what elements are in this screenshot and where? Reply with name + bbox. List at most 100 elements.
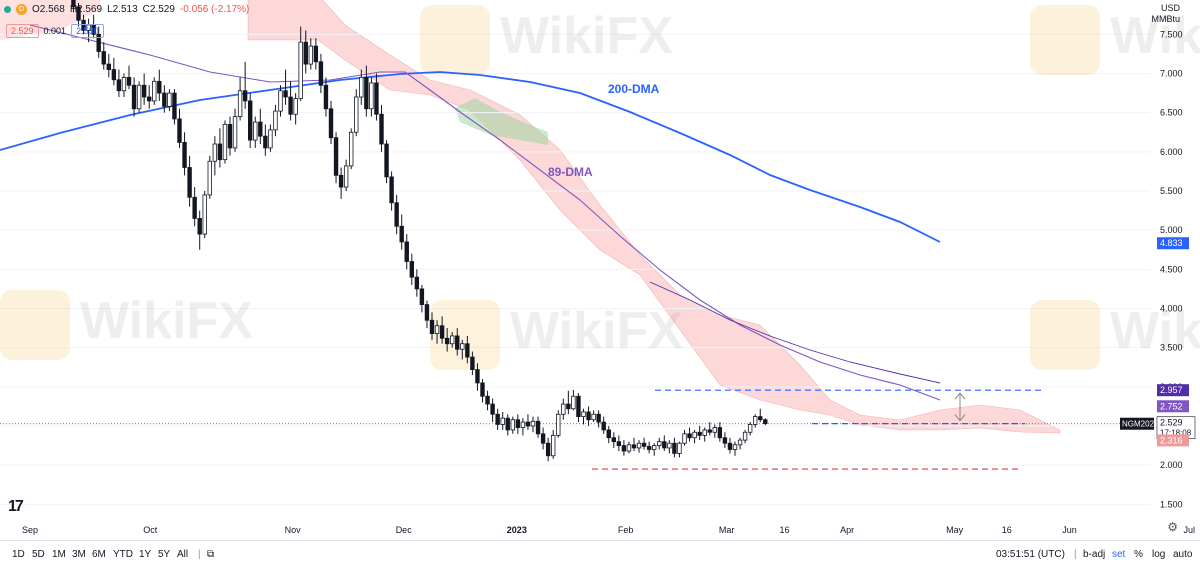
candle <box>682 429 687 446</box>
watermark-text: WikiFX <box>1110 302 1200 360</box>
candle-down <box>717 427 723 439</box>
currency-unit[interactable]: USD MMBtu <box>1151 3 1180 25</box>
candle <box>227 116 233 156</box>
candle <box>717 422 723 442</box>
candle-down <box>399 225 404 243</box>
candle <box>601 416 606 434</box>
candle <box>328 100 334 144</box>
candle <box>359 69 364 105</box>
candle-up <box>348 131 354 167</box>
candle <box>581 408 586 425</box>
y-tick-label: 3.500 <box>1160 343 1183 353</box>
candle-up <box>434 325 440 334</box>
candle <box>333 132 339 184</box>
back-adjust-toggle[interactable]: b-adj <box>1083 549 1106 560</box>
candle-down <box>76 6 81 21</box>
candle <box>101 42 106 70</box>
candle <box>540 427 546 450</box>
candle <box>364 65 369 117</box>
x-axis[interactable]: Sep Oct Nov Dec 2023 Feb Mar 16 Apr May 16 Jun Jul <box>22 525 1195 535</box>
timeframe-1d[interactable]: 1D <box>12 549 25 560</box>
candle-down <box>404 241 409 262</box>
candle-down <box>419 288 425 305</box>
price-label-bg <box>1157 400 1189 413</box>
percent-toggle[interactable]: % <box>1134 549 1143 560</box>
candle <box>354 89 359 137</box>
candle-down <box>540 433 546 444</box>
candle <box>76 3 81 27</box>
x-tick-label: Apr <box>840 525 854 535</box>
buy-price[interactable]: 2.530 <box>71 24 104 38</box>
auto-toggle[interactable]: auto <box>1173 549 1193 560</box>
candle <box>727 437 733 454</box>
timeframe-6m[interactable]: 6M <box>92 549 106 560</box>
candle <box>162 85 167 113</box>
timeframe-1y[interactable]: 1Y <box>139 549 152 560</box>
candle-down <box>409 261 414 278</box>
watermark-4: WikiFX <box>1030 300 1200 370</box>
x-tick-label: May <box>946 525 964 535</box>
candle-up <box>212 143 218 162</box>
candle <box>657 437 662 450</box>
candle <box>258 108 263 144</box>
candle-down <box>101 51 106 65</box>
x-tick-label: Jun <box>1062 525 1077 535</box>
wikifx-watermark: WikiFX WikiFX WikiFX WikiFX WikiFX <box>0 5 1200 370</box>
candle <box>646 441 652 454</box>
candle <box>707 422 712 436</box>
unit-label: MMBtu <box>1151 14 1180 24</box>
candle-down <box>631 444 637 449</box>
candle <box>732 441 738 456</box>
candle <box>247 93 253 148</box>
candle-up <box>692 431 697 439</box>
candle <box>742 429 748 444</box>
candle <box>172 89 177 125</box>
candle <box>455 328 460 356</box>
candle-down <box>131 84 137 110</box>
separator: | <box>198 549 201 560</box>
candle-down <box>146 96 152 102</box>
sell-price[interactable]: 2.529 <box>6 24 39 38</box>
timeframe-ytd[interactable]: YTD <box>113 549 133 560</box>
candle <box>495 408 500 430</box>
timeframe-5d[interactable]: 5D <box>32 549 45 560</box>
candle <box>439 316 445 344</box>
date-range-icon[interactable]: ⧉ <box>207 549 215 560</box>
timeframe-3m[interactable]: 3M <box>72 549 86 560</box>
candle <box>187 155 192 207</box>
candle-down <box>374 82 379 115</box>
candle <box>571 389 576 411</box>
candle <box>500 411 505 430</box>
candle-down <box>455 335 460 350</box>
candle <box>652 443 657 456</box>
candle-down <box>414 276 420 290</box>
candle-down <box>394 202 399 227</box>
candle-down <box>662 441 667 449</box>
y-tick-label: 4.500 <box>1160 264 1183 274</box>
candle <box>722 432 728 448</box>
timeframe-all[interactable]: All <box>177 549 189 560</box>
candle-up <box>551 434 556 457</box>
x-tick-label: Oct <box>143 525 158 535</box>
price-label-text: 2.957 <box>1160 385 1183 395</box>
clock-time[interactable]: 03:51:51 (UTC) <box>996 549 1065 560</box>
settlement-toggle[interactable]: set <box>1112 549 1126 560</box>
candle-down <box>525 421 531 427</box>
timeframe-5y[interactable]: 5Y <box>158 549 171 560</box>
settings-gear-icon[interactable]: ⚙ <box>1167 520 1178 534</box>
price-label-bg <box>1157 237 1189 250</box>
candle <box>677 441 682 458</box>
log-toggle[interactable]: log <box>1152 549 1166 560</box>
candle-down <box>71 0 76 8</box>
candle-down <box>288 96 293 115</box>
timeframe-1m[interactable]: 1M <box>52 549 66 560</box>
candle-down <box>424 304 430 321</box>
candle <box>399 214 404 250</box>
candle-up <box>253 121 258 141</box>
candle <box>348 128 354 170</box>
candle-down <box>480 382 485 397</box>
price-chart[interactable]: WikiFX WikiFX WikiFX WikiFX WikiFX 200-DMA 89… <box>0 0 1200 540</box>
candle-up <box>561 403 566 415</box>
tradingview-logo-icon[interactable]: 17 <box>8 498 24 515</box>
